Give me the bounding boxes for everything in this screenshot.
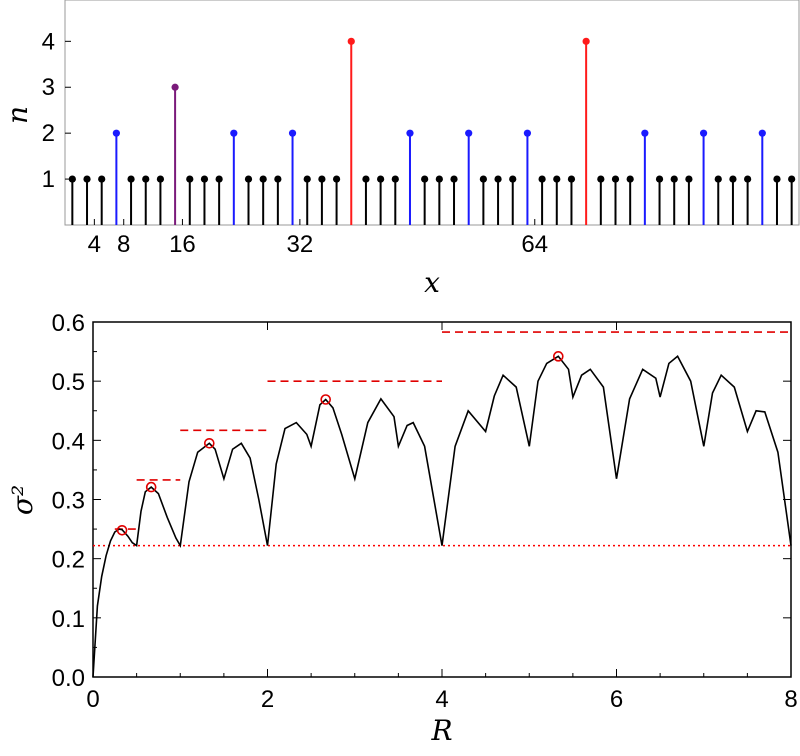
stem-point <box>377 175 385 183</box>
variance-y-tick-label: 0.2 <box>52 547 85 574</box>
stem-y-ticks: 1 2 3 4 <box>42 28 71 193</box>
maximum-marker <box>553 351 564 362</box>
variance-x-tick-label: 6 <box>610 686 623 713</box>
stem-point <box>171 83 179 91</box>
stem-point <box>230 129 238 137</box>
stem-point <box>215 175 223 183</box>
stem-point <box>509 175 517 183</box>
stem-point <box>318 175 326 183</box>
stem-point <box>465 129 473 137</box>
stem-y-axis-label: n <box>1 106 34 124</box>
stem-x-tick-label: 32 <box>287 231 314 258</box>
variance-x-tick-label: 4 <box>435 686 448 713</box>
stem-point <box>714 175 722 183</box>
stem-x-tick-label: 64 <box>521 231 548 258</box>
stem-point <box>611 175 620 183</box>
stem-point <box>362 175 370 183</box>
stem-point <box>685 175 693 183</box>
stem-point <box>406 129 414 137</box>
stem-point <box>567 175 576 183</box>
stem-point <box>655 175 664 183</box>
maximum-marker <box>116 524 128 536</box>
stem-point <box>435 175 443 183</box>
stem-point <box>758 129 766 137</box>
stem-point <box>259 175 267 183</box>
stem-y-tick-label: 3 <box>42 74 55 101</box>
stem-point <box>641 129 649 137</box>
maximum-marker <box>320 394 331 405</box>
variance-plot-overlays <box>93 331 791 547</box>
stem-point <box>288 129 297 137</box>
stem-point <box>127 175 135 183</box>
stem-point <box>699 129 708 137</box>
stem-point <box>773 175 781 183</box>
variance-y-tick-label: 0.6 <box>52 310 85 337</box>
stem-x-tick-label: 16 <box>169 231 196 258</box>
stem-point <box>156 175 165 183</box>
stem-point <box>391 175 399 183</box>
stem-point <box>788 175 796 183</box>
stem-y-tick-label: 1 <box>42 166 55 193</box>
variance-plot-frame <box>92 321 792 678</box>
stem-point <box>538 175 546 183</box>
stem-point <box>303 175 311 183</box>
stem-x-tick-label: 4 <box>88 231 101 258</box>
maximum-marker <box>145 481 157 493</box>
variance-y-tick-label: 0.0 <box>52 665 85 692</box>
stem-point <box>479 175 487 183</box>
stem-point <box>83 175 91 183</box>
stem-y-tick-label: 2 <box>42 120 55 147</box>
stem-point <box>553 175 561 183</box>
stem-point <box>186 175 194 183</box>
variance-y-tick-label: 0.3 <box>52 488 85 515</box>
stem-x-tick-label: 8 <box>117 231 130 258</box>
stem-point <box>450 175 458 183</box>
stem-x-axis-label: x <box>424 266 440 299</box>
stem-point <box>347 37 355 45</box>
stem-point <box>200 175 209 183</box>
stem-point <box>744 175 752 183</box>
variance-x-tick-label: 2 <box>261 686 274 713</box>
stem-point <box>332 175 341 183</box>
stem-point <box>729 175 737 183</box>
variance-y-axis-label: σ² <box>6 485 39 515</box>
stem-marks <box>68 37 796 225</box>
variance-curve <box>92 355 792 678</box>
variance-maxima-markers <box>116 351 564 536</box>
stem-point <box>112 129 120 137</box>
variance-y-tick-label: 0.4 <box>52 428 85 455</box>
variance-plot-ticks: 0.0 0.1 0.2 0.3 0.4 0.5 0.6 0 2 4 6 8 <box>52 310 798 713</box>
stem-point <box>523 129 532 137</box>
stem-point <box>494 175 502 183</box>
stem-point <box>68 175 76 183</box>
stem-point <box>670 175 678 183</box>
stem-point <box>582 37 590 45</box>
stem-y-tick-label: 4 <box>42 28 55 55</box>
stem-point <box>98 175 106 183</box>
stem-point <box>597 175 605 183</box>
variance-x-tick-label: 0 <box>86 686 99 713</box>
stem-plot-frame <box>64 0 800 226</box>
maximum-marker <box>204 437 215 449</box>
variance-y-tick-label: 0.5 <box>52 369 85 396</box>
stem-point <box>274 175 282 183</box>
stem-x-ticks: 4 8 16 32 64 <box>88 219 548 258</box>
variance-plot-panel: 0.0 0.1 0.2 0.3 0.4 0.5 0.6 0 2 4 6 8 R σ² <box>6 310 798 747</box>
variance-x-axis-label: R <box>430 714 452 747</box>
variance-y-tick-label: 0.1 <box>52 606 85 633</box>
stem-point <box>421 175 429 183</box>
variance-x-tick-label: 8 <box>784 686 797 713</box>
stem-point <box>142 175 150 183</box>
stem-point <box>244 175 253 183</box>
stem-point <box>626 175 634 183</box>
